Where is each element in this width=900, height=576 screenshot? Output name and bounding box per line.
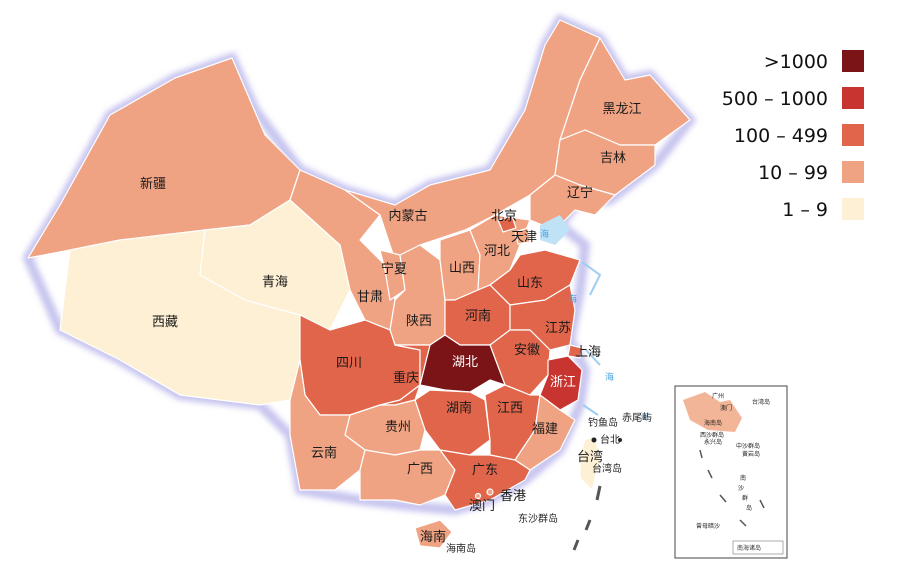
legend-item: 1 – 9 (700, 194, 880, 231)
label-sichuan: 四川 (336, 356, 362, 371)
legend-label: 500 – 1000 (721, 88, 828, 110)
province-zhejiang[interactable] (539, 355, 583, 411)
label-taiwandao: 台湾岛 (592, 462, 622, 475)
diaoyudao-dot (618, 438, 622, 442)
inset-scale-text: 南海诸岛 (737, 544, 761, 552)
label-anhui: 安徽 (514, 343, 540, 358)
inset-label-6: 中沙群岛 (736, 442, 760, 450)
legend-label: 100 – 499 (733, 125, 828, 147)
label-chongqing: 重庆 (393, 370, 419, 386)
province-hunan[interactable] (414, 389, 491, 456)
inset-label-8: 南 (740, 474, 746, 482)
label-jiangxi: 江西 (497, 401, 523, 416)
sea-label-east: 海 (605, 371, 614, 383)
province-yunnan[interactable] (289, 359, 366, 491)
legend-item: >1000 (700, 46, 880, 83)
inset-label-0: 广州 (712, 392, 724, 400)
inset-label-11: 岛 (746, 504, 752, 512)
province-guangxi[interactable] (359, 449, 456, 506)
label-guizhou: 贵州 (385, 420, 411, 435)
label-xizang: 西藏 (152, 315, 178, 330)
label-hebei: 河北 (484, 244, 510, 259)
label-neimenggu: 内蒙古 (388, 208, 427, 224)
label-henan: 河南 (465, 308, 491, 324)
label-hainandao: 海南岛 (446, 542, 476, 555)
province-macao[interactable] (474, 492, 482, 500)
label-jilin: 吉林 (600, 151, 626, 166)
province-tianjin[interactable] (514, 227, 531, 245)
inset-label-7: 黄岩岛 (742, 450, 760, 458)
inset-label-9: 沙 (738, 485, 744, 492)
province-qinghai[interactable] (199, 199, 351, 331)
sea-label-bohai: 海 (540, 228, 549, 240)
inset-label-2: 澳门 (720, 404, 732, 412)
legend-item: 10 – 99 (700, 157, 880, 194)
province-shanghai[interactable] (567, 344, 583, 359)
label-ningxia: 宁夏 (381, 261, 407, 277)
legend-item: 100 – 499 (700, 120, 880, 157)
bohai-sea (540, 215, 570, 245)
legend: >1000 500 – 1000 100 – 499 10 – 99 1 – 9 (700, 46, 880, 231)
inset-label-5: 永兴岛 (704, 438, 722, 446)
coast-line (581, 261, 602, 416)
label-jiangsu: 江苏 (545, 320, 571, 336)
label-liaoning: 辽宁 (567, 185, 593, 201)
label-hongkong: 香港 (500, 489, 526, 504)
legend-label: 10 – 99 (758, 162, 828, 184)
label-zhejiang: 浙江 (550, 375, 576, 390)
label-qinghai: 青海 (262, 275, 288, 290)
sea-label-east2: 海 (640, 411, 649, 423)
inset-label-12: 曾母暗沙 (696, 522, 720, 530)
legend-swatch (842, 50, 864, 72)
province-guangdong[interactable] (439, 449, 531, 511)
legend-label: 1 – 9 (782, 199, 828, 221)
province-beijing[interactable] (497, 215, 517, 233)
label-taibei: 台北 (600, 433, 620, 446)
inset-label-4: 西沙群岛 (700, 431, 724, 439)
label-taiwan: 台湾 (577, 449, 603, 465)
label-guangxi: 广西 (407, 462, 433, 477)
province-hongkong[interactable] (486, 488, 494, 496)
label-shanghai: 上海 (575, 345, 601, 360)
province-fujian[interactable] (514, 394, 576, 471)
south-china-sea-inset: 广州 台湾岛 澳门 海南岛 西沙群岛 永兴岛 中沙群岛 黄岩岛 南 沙 群 岛 … (674, 385, 788, 559)
label-xinjiang: 新疆 (140, 176, 166, 192)
label-hainan: 海南 (420, 529, 446, 545)
sea-label-yellow: 海 (568, 293, 577, 305)
label-shandong: 山东 (517, 276, 543, 291)
label-fujian: 福建 (532, 422, 558, 437)
label-chiweiyu: 赤尾屿 (622, 412, 652, 424)
legend-swatch (842, 87, 864, 109)
legend-swatch (842, 124, 864, 146)
label-heilongjiang: 黑龙江 (602, 102, 641, 117)
label-dongsha: 东沙群岛 (518, 512, 558, 525)
label-shaanxi: 陕西 (406, 314, 432, 329)
inset-label-1: 台湾岛 (752, 398, 770, 406)
label-tianjin: 天津 (511, 230, 537, 245)
label-guangdong: 广东 (472, 463, 498, 478)
label-gansu: 甘肃 (357, 290, 383, 305)
legend-swatch (842, 161, 864, 183)
inset-label-10: 群 (742, 494, 748, 502)
label-beijing: 北京 (491, 209, 517, 224)
label-shanxi: 山西 (449, 261, 475, 276)
province-liaoning[interactable] (529, 174, 616, 231)
province-ningxia[interactable] (379, 249, 406, 301)
legend-label: >1000 (763, 51, 828, 73)
province-taiwan[interactable] (579, 435, 601, 491)
nine-dash-line (572, 485, 602, 551)
label-hubei: 湖北 (452, 355, 478, 370)
inset-label-3: 海南岛 (704, 419, 722, 427)
label-diaoyudao: 钓鱼岛 (588, 416, 618, 429)
label-hunan: 湖南 (446, 400, 472, 416)
legend-swatch (842, 198, 864, 220)
taibei-dot (591, 437, 597, 443)
label-macao: 澳门 (469, 498, 495, 514)
province-hainan[interactable] (414, 519, 453, 549)
legend-item: 500 – 1000 (700, 83, 880, 120)
label-yunnan: 云南 (311, 445, 337, 461)
